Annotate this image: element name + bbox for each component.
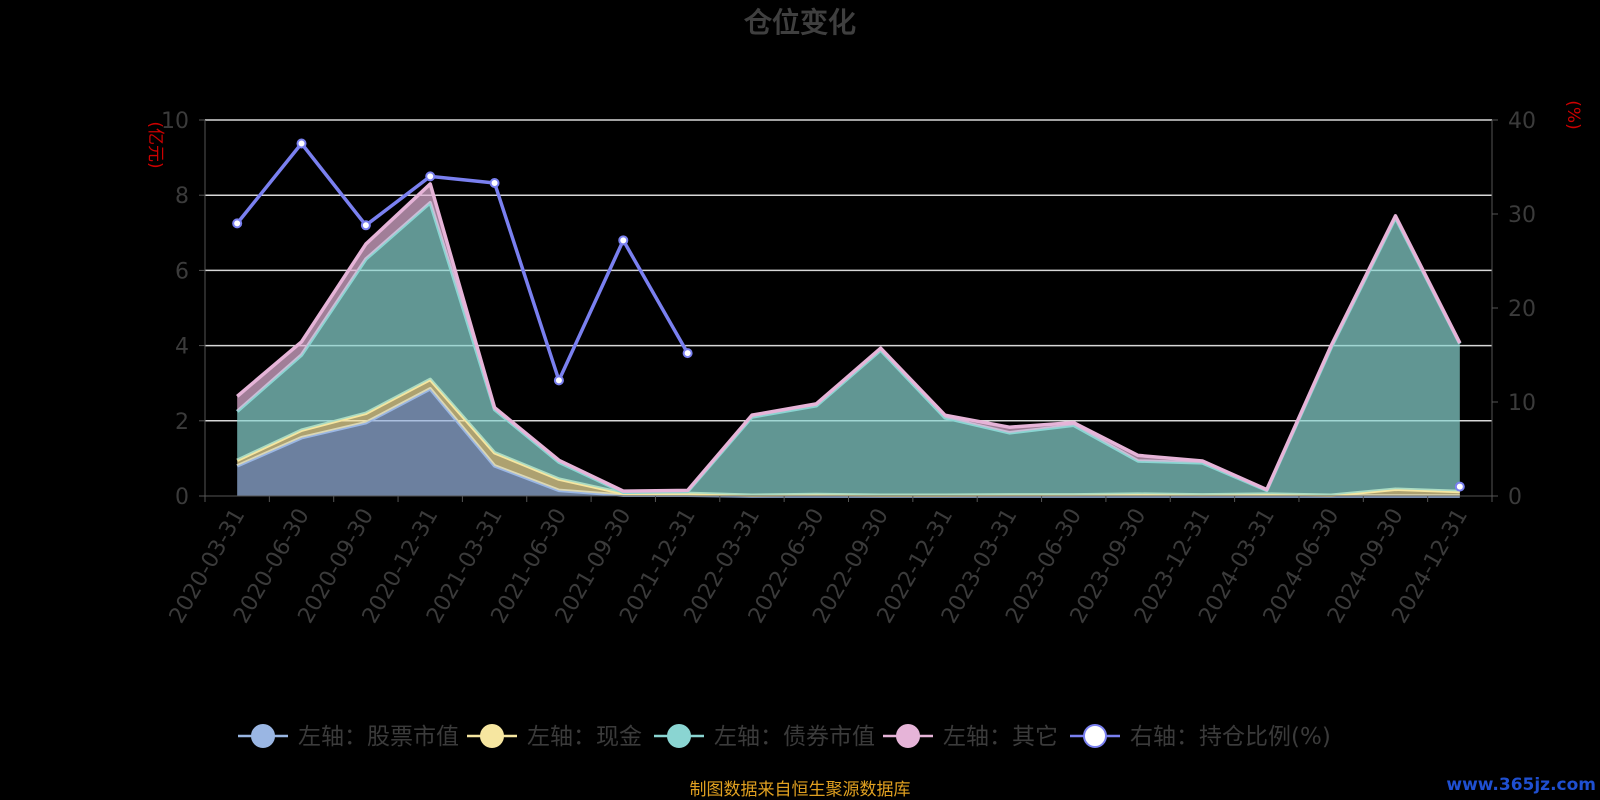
- right-axis-unit: (%): [1563, 100, 1583, 129]
- left-tick-label: 10: [161, 109, 189, 134]
- ratio-point: [425, 171, 436, 182]
- legend-marker: [896, 724, 920, 748]
- left-tick-label: 4: [175, 335, 189, 360]
- legend-item[interactable]: 左轴：债券市值: [654, 724, 875, 750]
- right-tick-label: 10: [1508, 391, 1536, 416]
- right-tick-label: 40: [1508, 109, 1536, 134]
- left-tick-label: 0: [175, 485, 189, 510]
- right-tick-label: 0: [1508, 485, 1522, 510]
- legend-label: 左轴：其它: [943, 724, 1058, 750]
- ratio-point: [360, 220, 371, 231]
- chart-title: 仓位变化: [744, 6, 856, 39]
- legend-marker: [1083, 724, 1107, 748]
- legend-label: 右轴：持仓比例(%): [1130, 724, 1331, 750]
- area-edge-左轴：其它: [236, 182, 1462, 493]
- ratio-point: [618, 235, 629, 246]
- legend-label: 左轴：现金: [527, 724, 642, 750]
- ratio-point: [232, 218, 243, 229]
- legend-marker: [251, 724, 275, 748]
- legend-marker: [667, 724, 691, 748]
- holding-ratio-line: [232, 138, 1465, 492]
- source-note: 制图数据来自恒生聚源数据库: [690, 780, 911, 800]
- ratio-point: [682, 348, 693, 359]
- legend-item[interactable]: 左轴：股票市值: [238, 724, 459, 750]
- left-tick-label: 8: [175, 184, 189, 209]
- ratio-point: [296, 138, 307, 149]
- ratio-point: [553, 375, 564, 386]
- left-axis-unit: (亿元): [145, 121, 165, 168]
- left-tick-label: 2: [175, 410, 189, 435]
- ratio-point: [1454, 481, 1465, 492]
- legend-label: 左轴：债券市值: [714, 724, 875, 750]
- area-左轴：债券市值: [237, 202, 1460, 496]
- area-左轴：股票市值: [237, 388, 1460, 496]
- legend-label: 左轴：股票市值: [298, 724, 459, 750]
- legend: 左轴：股票市值 左轴：现金 左轴：债券市值 左轴：其它 右轴：持仓比例(%): [238, 724, 1331, 750]
- left-tick-label: 6: [175, 259, 189, 284]
- legend-item[interactable]: 左轴：其它: [883, 724, 1058, 750]
- legend-item[interactable]: 右轴：持仓比例(%): [1070, 724, 1331, 750]
- area-series: [236, 182, 1462, 498]
- ratio-point: [489, 177, 500, 188]
- watermark: www.365jz.com: [1446, 775, 1596, 795]
- legend-item[interactable]: 左轴：现金: [467, 724, 642, 750]
- right-tick-label: 30: [1508, 203, 1536, 228]
- right-tick-label: 20: [1508, 297, 1536, 322]
- legend-marker: [480, 724, 504, 748]
